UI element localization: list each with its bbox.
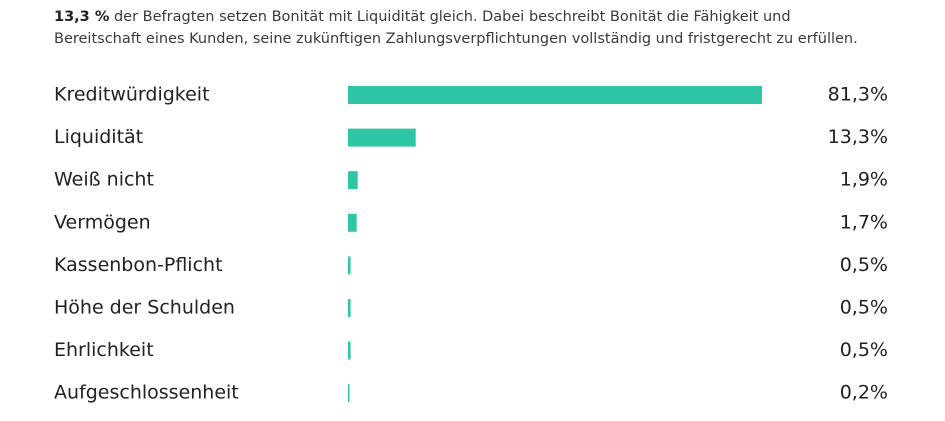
intro-line: 13,3 % der Befragten setzen Bonität mit …	[54, 6, 858, 28]
intro-line: Bereitschaft eines Kunden, seine zukünft…	[54, 31, 858, 47]
bar	[348, 213, 357, 232]
intro-text-part: der Befragten setzen Bonität mit Liquidi…	[109, 9, 791, 25]
category-label: Liquidität	[54, 126, 143, 148]
category-label: Kreditwürdigkeit	[54, 84, 210, 106]
bar	[348, 384, 350, 403]
value-label: 1,9%	[840, 169, 888, 191]
category-label: Höhe der Schulden	[54, 297, 235, 319]
value-label: 0,2%	[840, 382, 888, 404]
value-label: 81,3%	[828, 84, 888, 106]
bar	[348, 128, 416, 147]
value-label: 13,3%	[828, 126, 888, 148]
bar	[348, 86, 762, 104]
bar	[348, 341, 351, 360]
intro-text: 13,3 % der Befragten setzen Bonität mit …	[54, 6, 858, 50]
highlight: 13,3 %	[54, 9, 110, 25]
category-label: Ehrlichkeit	[54, 339, 154, 361]
bar	[348, 171, 358, 190]
category-label: Weiß nicht	[54, 169, 154, 191]
bar	[348, 299, 351, 317]
bar	[348, 256, 351, 275]
value-label: 0,5%	[840, 297, 888, 319]
value-label: 0,5%	[840, 339, 888, 361]
category-label: Vermögen	[54, 211, 151, 233]
category-label: Aufgeschlossenheit	[54, 382, 239, 404]
category-label: Kassenbon-Pflicht	[54, 254, 223, 276]
value-label: 0,5%	[840, 254, 888, 276]
value-label: 1,7%	[840, 211, 888, 233]
